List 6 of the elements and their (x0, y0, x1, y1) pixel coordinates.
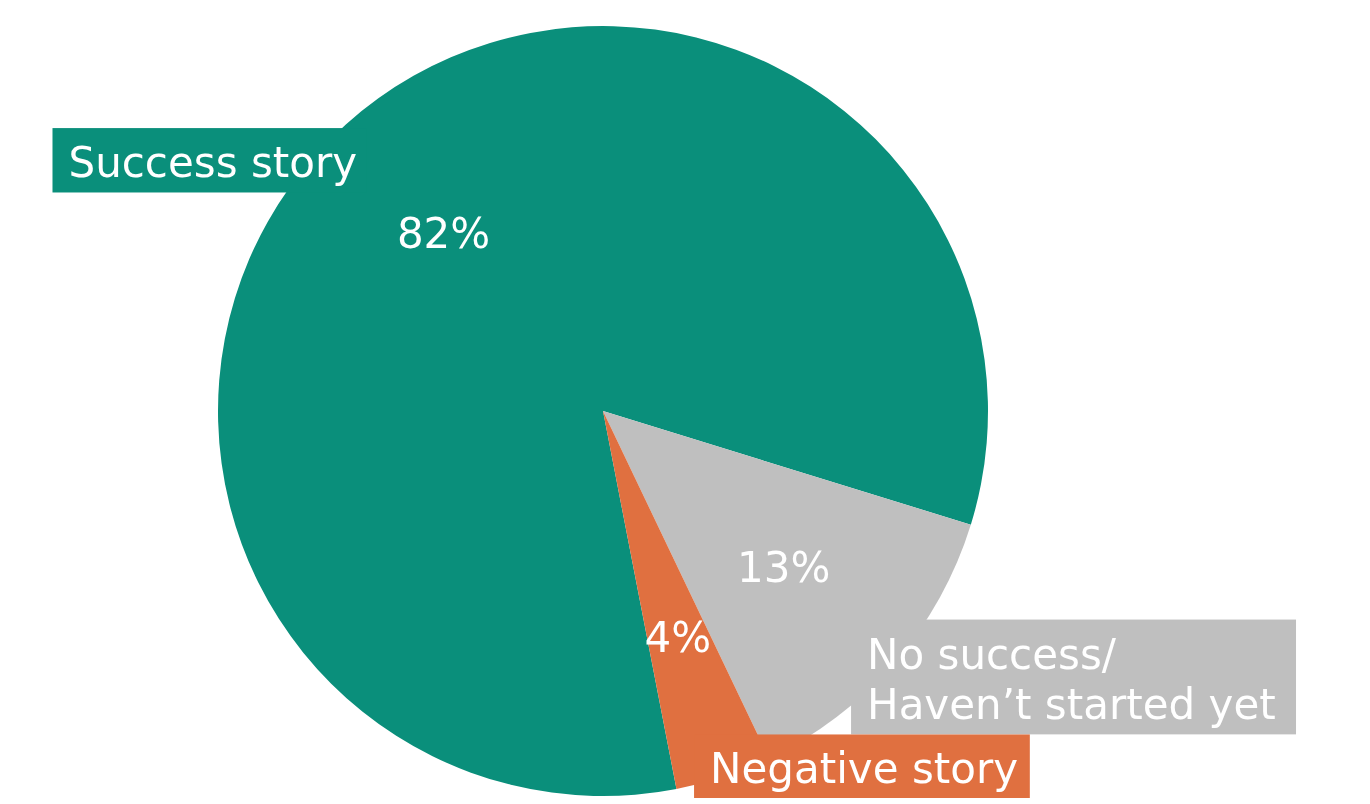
slice-label: Success story (68, 138, 358, 188)
slice-label: No success/ Haven’t started yet (867, 629, 1276, 729)
data-label: 13% (736, 542, 831, 592)
slice-label: Negative story (710, 744, 1019, 794)
data-label: 82% (396, 208, 491, 258)
data-label: 4% (644, 613, 712, 663)
